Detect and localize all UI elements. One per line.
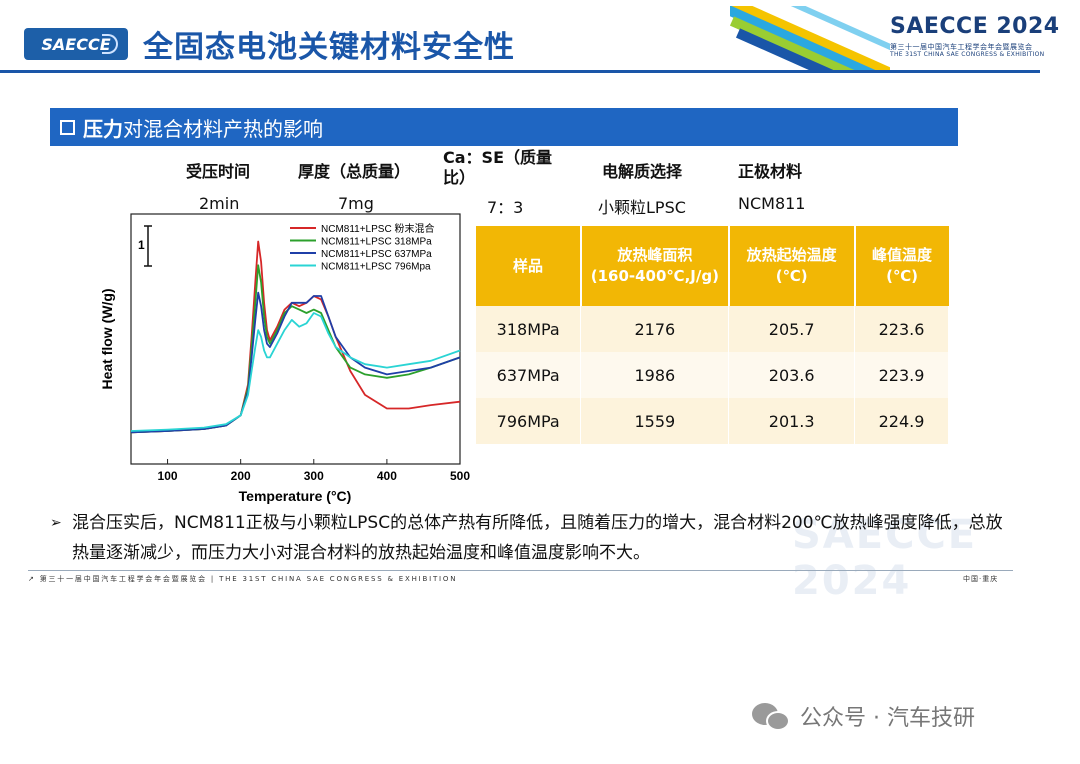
- footer-divider: [28, 570, 1013, 571]
- table-row: 637MPa 1986 203.6 223.9: [476, 352, 949, 398]
- table-cell-onset: 203.6: [728, 352, 856, 398]
- x-tick-label: 400: [377, 469, 397, 483]
- x-axis-ticks: 100 200 300 400 500: [158, 459, 470, 483]
- brand-subtitle-cn: 第三十一届中国汽车工程学会年会暨展览会: [890, 43, 1033, 51]
- table-cell-peak: 224.9: [854, 398, 949, 444]
- brand-stripes: [730, 6, 890, 70]
- table-row: 796MPa 1559 201.3 224.9: [476, 398, 949, 444]
- table-header-onset: 放热起始温度 (℃): [728, 226, 856, 306]
- table-cell-onset: 205.7: [728, 306, 856, 352]
- param-header-cathode: 正极材料: [738, 162, 803, 181]
- bullet-arrow-icon: ➢: [50, 515, 62, 531]
- table-cell-area: 1559: [580, 398, 730, 444]
- x-axis-label: Temperature (°C): [239, 488, 352, 504]
- legend-label: NCM811+LPSC 796Mpa: [321, 262, 431, 273]
- section-heading: 压力 对混合材料产热的影响: [50, 108, 958, 146]
- table-row: 318MPa 2176 205.7 223.6: [476, 306, 949, 352]
- footer-location: 中国·重庆: [963, 575, 999, 583]
- dsc-heat-flow-chart: 100 200 300 400 500 NCM811+LPSC 粉末混合 NCM811+L…: [99, 213, 470, 504]
- page-title: 全固态电池关键材料安全性: [143, 30, 515, 65]
- legend-label: NCM811+LPSC 粉末混合: [321, 222, 434, 235]
- legend-label: NCM811+LPSC 637MPa: [321, 249, 432, 260]
- table-cell-area: 2176: [580, 306, 730, 352]
- param-header-electrolyte: 电解质选择: [602, 162, 683, 181]
- param-value-cathode: NCM811: [738, 194, 806, 213]
- footer-left-text: ↗ 第三十一届中国汽车工程学会年会暨展览会 | THE 31ST CHINA S…: [28, 575, 458, 583]
- param-header-ratio: Ca：SE（质量比）: [443, 148, 552, 187]
- saecce-logo: SAECCE: [24, 28, 128, 60]
- table-cell-peak: 223.6: [854, 306, 949, 352]
- wechat-account-tag: 公众号 · 汽车技研: [752, 700, 975, 732]
- table-cell-sample: 318MPa: [476, 306, 582, 352]
- legend-label: NCM811+LPSC 318MPa: [321, 237, 432, 248]
- x-tick-label: 100: [158, 469, 178, 483]
- wechat-icon: [752, 701, 792, 731]
- x-tick-label: 200: [231, 469, 251, 483]
- conclusion: ➢ 混合压实后，NCM811正极与小颗粒LPSC的总体产热有所降低，且随着压力的…: [50, 508, 1010, 568]
- table-cell-onset: 201.3: [728, 398, 856, 444]
- section-heading-rest: 对混合材料产热的影响: [123, 116, 323, 141]
- watermark-text: SAECCE 2024: [792, 512, 978, 604]
- table-cell-sample: 796MPa: [476, 398, 582, 444]
- plot-frame: [130, 213, 461, 465]
- brand-subtitle-en: THE 31ST CHINA SAE CONGRESS & EXHIBITION: [890, 51, 1045, 58]
- header-divider: [0, 70, 1040, 73]
- table-cell-sample: 637MPa: [476, 352, 582, 398]
- table-cell-area: 1986: [580, 352, 730, 398]
- table-header-peak: 峰值温度 (℃): [854, 226, 949, 306]
- param-header-thickness: 厚度（总质量）: [298, 162, 411, 181]
- table-cell-peak: 223.9: [854, 352, 949, 398]
- checkbox-square-icon: [60, 119, 75, 135]
- scale-bar-label: 1: [138, 238, 145, 252]
- table-header-sample: 样品: [476, 226, 582, 306]
- results-table: 样品 放热峰面积 (160-400℃,J/g) 放热起始温度 (℃) 峰值温度 (℃)…: [476, 226, 949, 444]
- y-axis-label: Heat flow (W/g): [99, 288, 115, 389]
- section-heading-bold: 压力: [83, 116, 123, 141]
- param-value-thickness: 7mg: [338, 194, 374, 213]
- param-header-time: 受压时间: [186, 162, 251, 181]
- param-value-ratio: 7：3: [487, 198, 524, 217]
- brand-title: SAECCE 2024: [890, 14, 1060, 39]
- logo-text: SAECCE: [41, 34, 111, 54]
- param-value-time: 2min: [199, 194, 240, 213]
- slide: SAECCE 全固态电池关键材料安全性 SAECCE 2024 第三十一届中国汽…: [0, 6, 1060, 604]
- conclusion-text: 混合压实后，NCM811正极与小颗粒LPSC的总体产热有所降低，且随着压力的增大…: [72, 513, 1003, 563]
- param-value-electrolyte: 小颗粒LPSC: [598, 198, 686, 217]
- x-tick-label: 300: [304, 469, 324, 483]
- table-header-row: 样品 放热峰面积 (160-400℃,J/g) 放热起始温度 (℃) 峰值温度 (℃): [476, 226, 949, 306]
- table-header-area: 放热峰面积 (160-400℃,J/g): [580, 226, 730, 306]
- logo-swoosh-icon: [102, 34, 118, 54]
- series-lines: [130, 240, 461, 434]
- x-tick-label: 500: [450, 469, 470, 483]
- series-line-3: [130, 312, 461, 432]
- wechat-account-label: 公众号 · 汽车技研: [800, 706, 975, 731]
